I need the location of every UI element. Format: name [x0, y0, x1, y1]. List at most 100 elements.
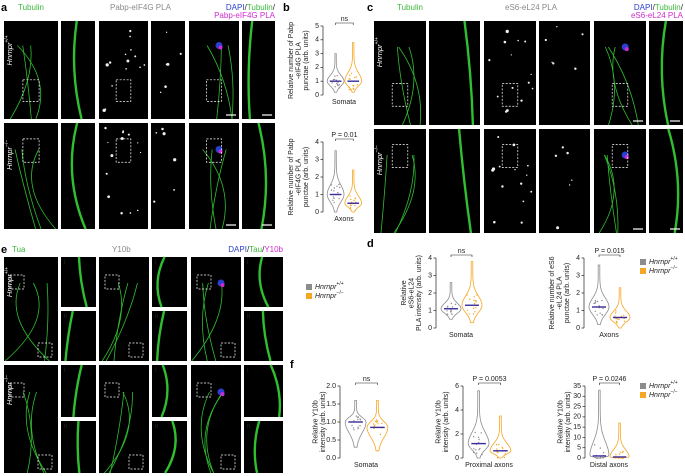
micrograph [189, 21, 239, 119]
y-tick-label: 0 [315, 209, 319, 216]
micrograph [99, 21, 148, 119]
neurite [25, 391, 47, 474]
x-label: Somata [354, 462, 378, 469]
y-axis-label: Relative Y10b [557, 400, 564, 444]
data-point [620, 315, 623, 318]
data-point [374, 424, 376, 426]
data-point [615, 453, 617, 456]
gene-name: Hnrnpr [649, 392, 671, 399]
y-tick-label: 2 [315, 174, 319, 181]
violin [609, 422, 630, 459]
pla-dot [496, 95, 499, 98]
data-point [496, 448, 498, 450]
neurite [258, 256, 270, 308]
merge-title-part: DAPI [228, 245, 247, 254]
y-axis-label: -eIF4G PLA [295, 158, 302, 195]
inset-box [501, 83, 519, 107]
neurite [401, 46, 415, 126]
pla-dot [504, 110, 508, 113]
micrograph [151, 21, 185, 119]
neurite [227, 45, 234, 120]
inset-box [37, 342, 53, 358]
violin [489, 415, 512, 459]
x-label: Axons [334, 216, 354, 223]
panel-label: d [367, 238, 374, 250]
neurite [4, 282, 40, 362]
y-tick-label: 5 [315, 23, 319, 30]
pla-dot [524, 40, 527, 43]
data-point [373, 425, 375, 427]
data-point [357, 427, 359, 430]
micrograph [242, 123, 275, 229]
channel-title: Y10b [112, 245, 131, 254]
pla-dot [110, 154, 114, 158]
micrograph [99, 257, 149, 361]
data-point [337, 82, 339, 84]
neurite [202, 149, 226, 230]
violin [344, 400, 367, 448]
data-point [374, 420, 376, 423]
pla-dot [503, 40, 507, 44]
data-point [451, 313, 453, 315]
y-tick-label: 2 [428, 290, 432, 297]
pla-dot [125, 68, 127, 70]
pla-dot [520, 99, 523, 102]
neurite [156, 256, 166, 308]
data-point [356, 84, 359, 86]
legend-label: Hnrnpr−/− [315, 290, 344, 300]
significance-bracket [335, 22, 354, 25]
neurite [105, 282, 138, 362]
data-point [618, 453, 621, 455]
micrograph [61, 123, 95, 229]
data-point [472, 451, 475, 454]
data-point [594, 301, 597, 303]
data-point [446, 310, 448, 312]
pla-dot [136, 209, 139, 212]
data-point [623, 314, 625, 316]
pla-dot [137, 142, 139, 144]
inset-box [501, 144, 519, 168]
data-point [495, 443, 498, 446]
data-point [375, 419, 378, 421]
inset-box [104, 274, 120, 290]
pla-dot [561, 146, 564, 149]
merge-title-part: / [245, 3, 248, 12]
merge-title-part: DAPI [634, 3, 653, 12]
pla-dot [556, 226, 560, 230]
data-point [349, 74, 351, 76]
inset-box [22, 138, 40, 163]
genotype: +/+ [336, 281, 343, 287]
legend-swatch [640, 383, 646, 389]
data-point [616, 321, 618, 323]
data-point [497, 451, 499, 454]
inset-label: ii [247, 423, 251, 430]
pla-dot [173, 189, 175, 191]
pla-dot [551, 61, 553, 63]
micrograph [484, 21, 536, 125]
genotype: +/+ [4, 267, 10, 274]
merge-title: DAPI/Tubulin/ [634, 3, 684, 12]
data-point [595, 457, 597, 459]
annotation: ns [341, 16, 349, 23]
pla-dot [554, 154, 558, 157]
neurite [216, 45, 222, 120]
y-tick-label: 5 [577, 445, 581, 452]
y-axis-label: Relative [401, 280, 408, 305]
data-point [332, 196, 335, 198]
data-point [349, 207, 352, 210]
neurite [191, 282, 223, 362]
data-point [466, 309, 469, 311]
data-point [498, 443, 500, 446]
data-point [450, 311, 452, 313]
pla-dot [130, 49, 132, 51]
neurite [72, 20, 83, 120]
y-tick-label: 4 [576, 255, 580, 262]
neurite [72, 364, 83, 418]
panel-label: a [1, 2, 8, 14]
gene-name: Hnrnpr [5, 42, 14, 65]
significance-bracket [450, 254, 473, 257]
pla-signal [220, 392, 225, 397]
data-point [381, 422, 383, 424]
neurite [160, 364, 169, 418]
pla-dot [159, 91, 162, 94]
